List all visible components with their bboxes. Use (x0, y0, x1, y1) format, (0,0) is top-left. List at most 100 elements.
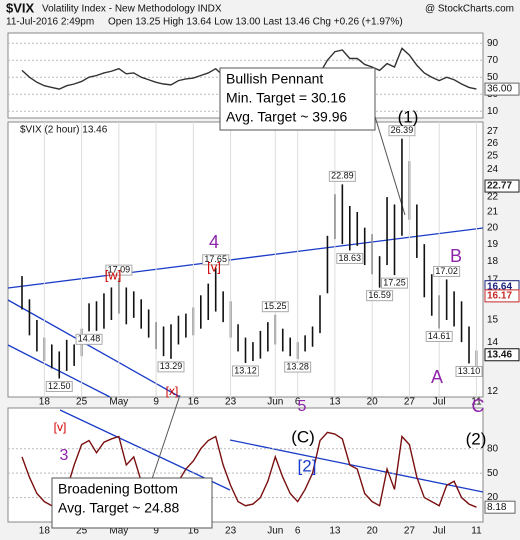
x-tick-label: 16 (188, 397, 200, 408)
right-label-box (484, 289, 520, 303)
x-tick-label: 18 (39, 397, 51, 408)
wave-label: [x] (166, 384, 179, 398)
y-tick-label: 80 (487, 443, 499, 454)
y-tick-label: 22 (487, 192, 499, 203)
x-tick-label: 23 (225, 526, 237, 537)
price-label: 13.29 (160, 361, 183, 371)
x-tick-label: 25 (76, 397, 88, 408)
price-label-box (261, 301, 289, 313)
price-label-box (433, 265, 461, 277)
x-tick-label: May (109, 526, 128, 537)
price-label: 14.48 (78, 334, 101, 344)
pointer (149, 394, 181, 486)
wave-label: [v] (54, 420, 67, 434)
right-label: 16.17 (487, 291, 512, 302)
y-tick-label: 12 (487, 386, 499, 397)
pointer (369, 99, 406, 216)
last-value-box (484, 500, 516, 514)
y-tick-label: 19 (487, 239, 499, 250)
watermark: @ StockCharts.com (425, 4, 514, 15)
price-label: 17.25 (383, 278, 406, 288)
price-label-box (455, 365, 483, 377)
trend-line (59, 409, 231, 491)
price-label: 17.65 (204, 254, 227, 264)
x-tick-label: Jul (433, 526, 446, 537)
wave-label: [v] (207, 259, 221, 274)
price-label: 17.02 (435, 266, 458, 276)
x-tick-label: 13 (329, 397, 341, 408)
last-value-label: 36.00 (487, 84, 512, 95)
trend-line (7, 227, 484, 289)
price-label-box (336, 252, 364, 264)
price-label-box (425, 330, 453, 342)
x-tick-label: 6 (295, 526, 301, 537)
annotation-box (219, 67, 376, 131)
price-label-box (328, 170, 356, 182)
wave-label: A (431, 367, 443, 387)
price-label-box (202, 254, 230, 266)
wave-label: [w] (105, 267, 122, 282)
y-tick-label: 18 (487, 256, 499, 267)
x-tick-label: 20 (367, 526, 379, 537)
x-tick-label: 13 (329, 526, 341, 537)
legend: $VIX (2 hour) 13.46 (20, 125, 108, 136)
y-tick-label: 50 (487, 72, 499, 83)
price-label-box (105, 264, 133, 276)
wave-label: 4 (209, 232, 219, 252)
y-tick-label: 21 (487, 207, 499, 218)
price-label: 14.61 (428, 331, 451, 341)
x-tick-label: 25 (76, 526, 88, 537)
price-label-box (381, 277, 408, 289)
y-tick-label: 90 (487, 38, 499, 49)
price-label: 22.89 (331, 171, 354, 181)
y-tick-label: 20 (487, 492, 499, 503)
y-tick-label: 50 (487, 468, 499, 479)
y-tick-label: 25 (487, 151, 499, 162)
price-label: 13.10 (458, 366, 481, 376)
x-tick-label: 18 (39, 526, 51, 537)
price-label: 13.12 (234, 365, 257, 375)
price-label-box (232, 365, 259, 377)
wave-label: (2) (466, 429, 487, 448)
quote: Open 13.25 High 13.64 Low 13.00 Last 13.… (108, 17, 403, 28)
price-label: 18.63 (339, 253, 362, 263)
price-label-box (366, 290, 394, 302)
annotation-box (51, 477, 213, 529)
x-tick-label: 27 (404, 397, 416, 408)
x-tick-label: 11 (471, 397, 482, 408)
price-label-box (75, 333, 103, 345)
price-label: 12.50 (48, 381, 71, 391)
y-tick-label: 15 (487, 315, 499, 326)
wave-label: [2] (298, 456, 317, 475)
annotation-text: Broadening Bottom (58, 481, 178, 497)
price-label: 13.28 (286, 361, 309, 371)
price-label-box (45, 381, 73, 393)
price-label-box (157, 361, 185, 373)
wave-label: B (450, 246, 462, 266)
wave-label: C (472, 396, 485, 416)
indicator-line (21, 431, 477, 509)
right-label-box (484, 348, 520, 362)
wave-label: 5 (298, 398, 307, 415)
price-label-box (388, 125, 416, 137)
last-value-box (484, 82, 520, 96)
y-tick-label: 70 (487, 55, 499, 66)
y-tick-label: 24 (487, 164, 499, 175)
x-tick-label: 6 (295, 397, 301, 408)
y-tick-label: 27 (487, 126, 499, 137)
annotation-text: Min. Target = 30.16 (226, 90, 346, 106)
symbol: $VIX (6, 0, 35, 15)
price-label: 15.25 (264, 301, 287, 311)
index-name: Volatility Index - New Methodology INDX (42, 4, 222, 15)
price-label: 16.59 (368, 290, 391, 300)
price-label: 17.09 (108, 265, 131, 275)
x-tick-label: Jun (267, 526, 283, 537)
x-tick-label: 23 (225, 397, 237, 408)
x-tick-label: Jun (267, 397, 283, 408)
trend-line (7, 299, 181, 398)
right-label: 22.77 (487, 181, 512, 192)
y-tick-label: 14 (487, 337, 499, 348)
right-label: 16.64 (487, 281, 512, 292)
x-tick-label: 9 (153, 526, 159, 537)
